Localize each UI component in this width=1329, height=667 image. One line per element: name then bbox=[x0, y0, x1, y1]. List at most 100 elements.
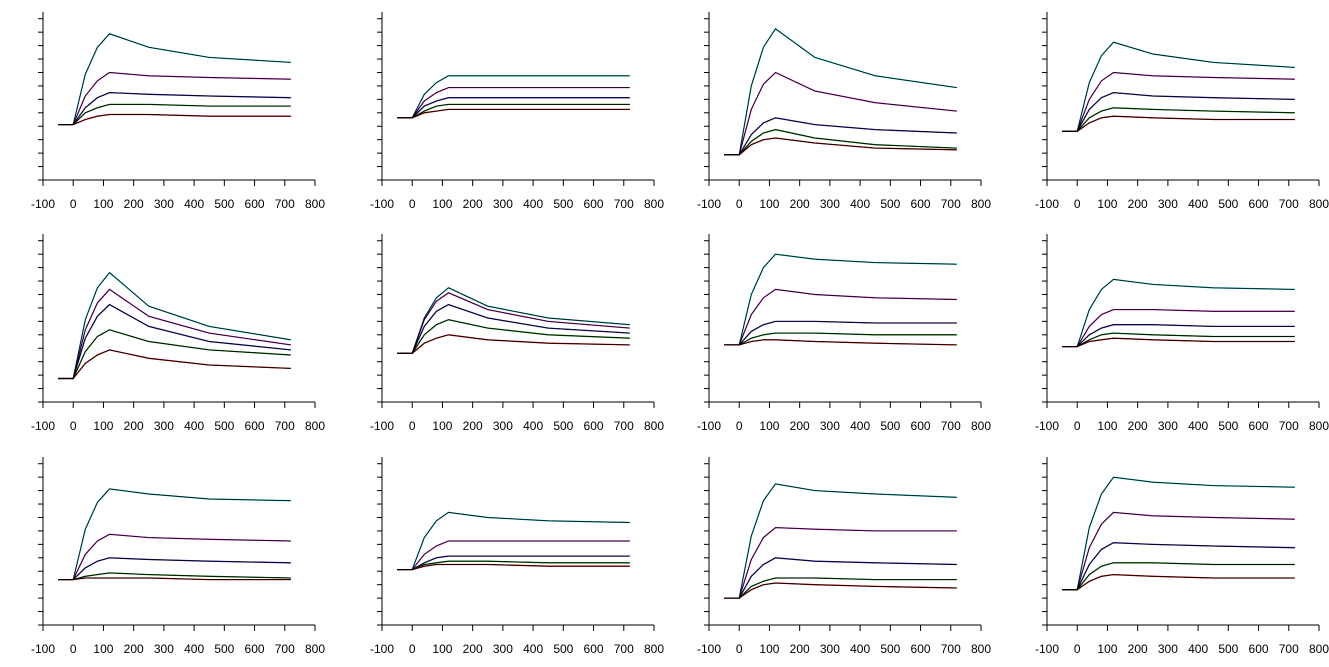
x-tick-label: 400 bbox=[1188, 419, 1208, 433]
x-tick-label: 0 bbox=[409, 642, 416, 656]
x-tick-label: 300 bbox=[820, 642, 840, 656]
x-tick-label: 700 bbox=[614, 419, 634, 433]
x-tick-label: 0 bbox=[409, 419, 416, 433]
sensorgram-chart: -100 0 100 200 300 400 500 600 700 800 bbox=[697, 234, 991, 433]
data-line bbox=[724, 577, 957, 599]
fit-line bbox=[1062, 542, 1295, 591]
x-tick-label: 300 bbox=[493, 642, 513, 656]
x-tick-label: 200 bbox=[463, 642, 483, 656]
fit-line bbox=[397, 564, 630, 571]
sensorgram-chart: -100 0 100 200 300 400 500 600 700 800 bbox=[1035, 234, 1329, 433]
x-tick-label: 500 bbox=[880, 419, 900, 433]
sensorgram-chart: -100 0 100 200 300 400 500 600 700 800 bbox=[697, 457, 991, 656]
x-tick-label: 300 bbox=[1158, 642, 1178, 656]
x-tick-label: 800 bbox=[1309, 419, 1329, 433]
x-tick-label: 100 bbox=[93, 197, 113, 211]
x-tick-label: 300 bbox=[1158, 419, 1178, 433]
x-tick-label: 800 bbox=[305, 419, 325, 433]
x-tick-label: -100 bbox=[370, 197, 394, 211]
sensorgram-chart: -100 0 100 200 300 400 500 600 700 800 bbox=[1035, 457, 1329, 656]
fit-line bbox=[1062, 72, 1295, 132]
x-tick-label: -100 bbox=[697, 197, 721, 211]
fit-line bbox=[397, 292, 630, 354]
x-tick-label: -100 bbox=[697, 642, 721, 656]
x-tick-label: 200 bbox=[124, 642, 144, 656]
x-tick-label: 300 bbox=[493, 419, 513, 433]
fit-line bbox=[724, 332, 957, 346]
data-line bbox=[397, 108, 630, 119]
x-tick-label: 700 bbox=[614, 197, 634, 211]
x-tick-label: 800 bbox=[644, 419, 664, 433]
x-tick-label: 800 bbox=[305, 197, 325, 211]
x-tick-label: 100 bbox=[1097, 197, 1117, 211]
fit-line bbox=[58, 103, 291, 126]
x-tick-label: 200 bbox=[1128, 642, 1148, 656]
x-tick-label: 400 bbox=[184, 197, 204, 211]
x-tick-label: 0 bbox=[736, 419, 743, 433]
fit-line bbox=[1062, 41, 1295, 132]
x-tick-label: 400 bbox=[850, 642, 870, 656]
x-tick-label: 700 bbox=[275, 642, 295, 656]
x-tick-label: 300 bbox=[493, 197, 513, 211]
fit-line bbox=[397, 287, 630, 354]
fit-line bbox=[58, 577, 291, 581]
x-tick-label: 400 bbox=[1188, 197, 1208, 211]
fit-line bbox=[58, 557, 291, 581]
sensorgram-chart: -100 0 100 200 300 400 500 600 700 800 bbox=[370, 457, 664, 656]
x-tick-label: 500 bbox=[214, 642, 234, 656]
x-tick-label: 800 bbox=[971, 642, 991, 656]
fit-line bbox=[1062, 92, 1295, 132]
x-tick-label: 200 bbox=[124, 419, 144, 433]
x-tick-label: 100 bbox=[759, 197, 779, 211]
x-tick-label: 600 bbox=[245, 642, 265, 656]
x-tick-label: 500 bbox=[214, 419, 234, 433]
x-tick-label: -100 bbox=[31, 642, 55, 656]
fit-line bbox=[397, 511, 630, 571]
x-tick-label: 600 bbox=[584, 419, 604, 433]
fit-line bbox=[58, 92, 291, 126]
sensorgram-chart: -100 0 100 200 300 400 500 600 700 800 bbox=[370, 234, 664, 433]
x-tick-label: 500 bbox=[553, 419, 573, 433]
x-tick-label: 600 bbox=[584, 642, 604, 656]
x-tick-label: 700 bbox=[275, 419, 295, 433]
x-tick-label: 700 bbox=[941, 197, 961, 211]
data-line bbox=[1062, 562, 1295, 591]
x-tick-label: 300 bbox=[154, 197, 174, 211]
fit-line bbox=[724, 339, 957, 346]
data-line bbox=[58, 103, 291, 126]
x-tick-label: 0 bbox=[70, 419, 77, 433]
x-tick-label: 400 bbox=[850, 419, 870, 433]
x-tick-label: 600 bbox=[1249, 419, 1269, 433]
x-tick-label: 200 bbox=[463, 419, 483, 433]
data-line bbox=[58, 349, 291, 380]
x-tick-label: 200 bbox=[1128, 197, 1148, 211]
x-tick-label: 0 bbox=[70, 642, 77, 656]
fit-line bbox=[724, 137, 957, 156]
x-tick-label: -100 bbox=[370, 419, 394, 433]
x-tick-label: 700 bbox=[1279, 642, 1299, 656]
x-tick-label: 400 bbox=[523, 197, 543, 211]
fit-line bbox=[724, 253, 957, 346]
x-tick-label: 800 bbox=[305, 642, 325, 656]
x-tick-label: 700 bbox=[1279, 197, 1299, 211]
x-tick-label: 200 bbox=[1128, 419, 1148, 433]
x-tick-label: 0 bbox=[70, 197, 77, 211]
x-tick-label: 200 bbox=[790, 419, 810, 433]
x-tick-label: 700 bbox=[614, 642, 634, 656]
x-tick-label: 300 bbox=[154, 642, 174, 656]
x-tick-label: 500 bbox=[214, 197, 234, 211]
x-tick-label: 500 bbox=[553, 197, 573, 211]
x-tick-label: 300 bbox=[154, 419, 174, 433]
fit-line bbox=[1062, 324, 1295, 348]
x-tick-label: 700 bbox=[941, 642, 961, 656]
fit-line bbox=[58, 488, 291, 581]
sensorgram-chart: -100 0 100 200 300 400 500 600 700 800 bbox=[697, 12, 991, 211]
data-line bbox=[397, 287, 630, 354]
fit-line bbox=[1062, 107, 1295, 132]
fit-line bbox=[397, 75, 630, 119]
x-tick-label: 100 bbox=[93, 642, 113, 656]
x-tick-label: 500 bbox=[553, 642, 573, 656]
fit-line bbox=[724, 557, 957, 599]
x-tick-label: 500 bbox=[1218, 419, 1238, 433]
